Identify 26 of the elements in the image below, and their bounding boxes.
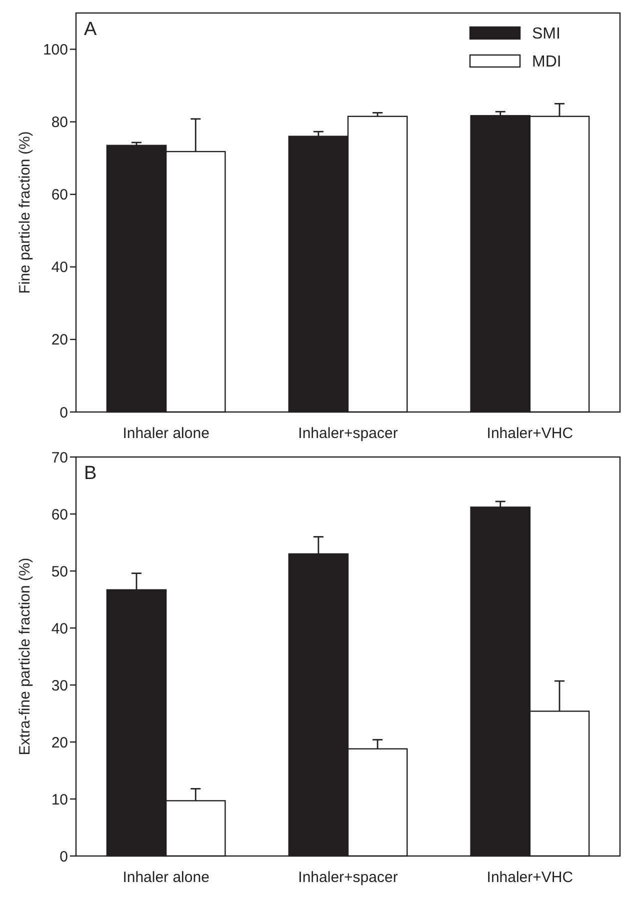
y-tick-label: 0 — [60, 848, 68, 866]
y-tick-label: 60 — [51, 506, 68, 524]
y-tick-label: 40 — [51, 259, 68, 276]
y-tick-label: 20 — [51, 332, 68, 349]
x-tick-label: Inhaler+spacer — [298, 425, 398, 442]
y-tick-label: 50 — [51, 563, 68, 580]
x-tick-label: Inhaler alone — [122, 425, 210, 442]
y-tick-label: 20 — [51, 734, 68, 752]
annotation: B — [84, 463, 97, 484]
y-tick-label: 80 — [51, 114, 68, 132]
y-tick-label: 0 — [60, 404, 68, 422]
x-tick-label: Inhaler+VHC — [486, 425, 574, 442]
annotation: A — [84, 19, 97, 40]
y-tick-label: 10 — [51, 791, 68, 808]
y-tick-label: 40 — [51, 620, 68, 638]
y-tick-label: 100 — [42, 42, 68, 59]
legend-label: SMI — [532, 26, 560, 43]
y-tick-label: 60 — [51, 186, 68, 204]
y-tick-label: 30 — [51, 677, 68, 694]
x-tick-label: Inhaler+spacer — [298, 869, 398, 886]
x-tick-label: Inhaler alone — [122, 869, 210, 886]
x-tick-label: Inhaler+VHC — [486, 869, 574, 886]
y-axis-title: Extra-fine particle fraction (%) — [16, 558, 34, 756]
y-tick-label: 70 — [51, 449, 68, 466]
legend-label: MDI — [532, 54, 562, 71]
y-axis-title: Fine particle fraction (%) — [16, 131, 34, 294]
